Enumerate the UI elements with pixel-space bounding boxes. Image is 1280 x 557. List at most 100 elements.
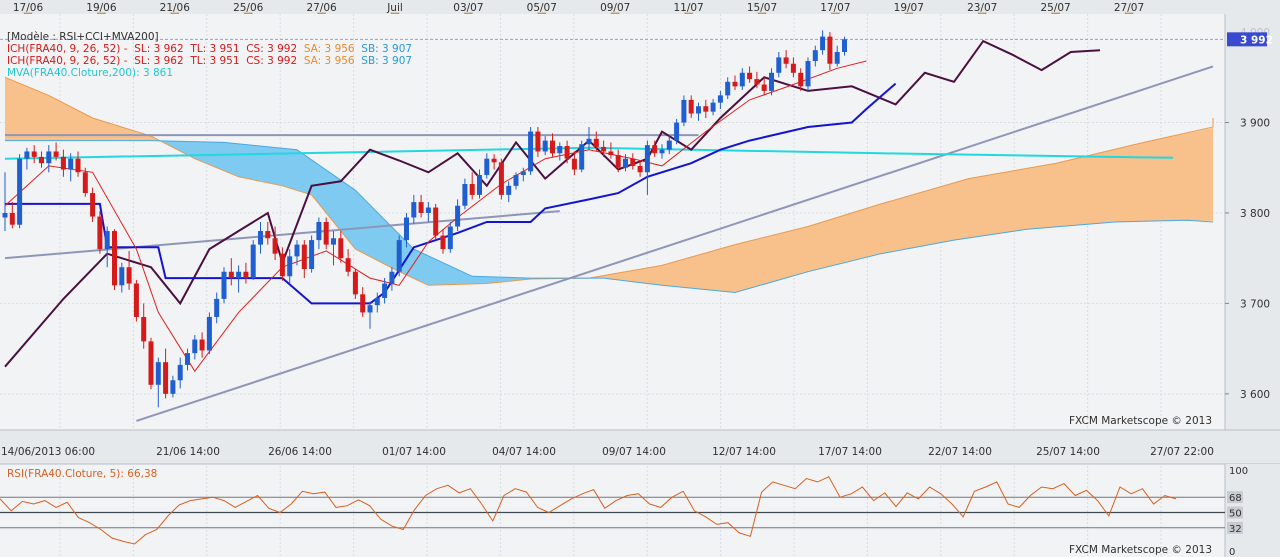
kijun-path bbox=[5, 82, 897, 305]
current-price-label: 3 992 bbox=[1240, 34, 1273, 46]
ich-legend-2: ICH(FRA40, 9, 26, 52) - SL: 3 962 TL: 3 … bbox=[7, 55, 412, 67]
rsi-tick-label: 32 bbox=[1229, 524, 1242, 535]
candle-body bbox=[250, 244, 256, 279]
candle-body bbox=[24, 151, 30, 159]
candle-body bbox=[557, 146, 563, 154]
candle-body bbox=[717, 95, 723, 103]
top-date-label: 11/07 bbox=[673, 2, 703, 14]
rsi-tick-label: 0 bbox=[1229, 547, 1235, 557]
candle-body bbox=[258, 231, 263, 245]
candle-body bbox=[360, 294, 366, 313]
candle-body bbox=[608, 151, 614, 156]
candle-body bbox=[309, 240, 315, 270]
candle-body bbox=[39, 156, 44, 164]
ich-legend-1-main: ICH(FRA40, 9, 26, 52) - SL: 3 962 TL: 3 … bbox=[7, 43, 304, 55]
candle-body bbox=[564, 146, 570, 159]
candle-body bbox=[477, 174, 482, 195]
candlesticks bbox=[2, 30, 847, 408]
candle-body bbox=[119, 267, 125, 286]
price-tick-label: 3 700 bbox=[1240, 298, 1270, 310]
candle-body bbox=[46, 151, 52, 164]
candle-body bbox=[68, 158, 74, 170]
watermark-price: FXCM Marketscope © 2013 bbox=[1069, 415, 1212, 427]
candle-body bbox=[155, 362, 161, 385]
candle-body bbox=[301, 244, 307, 270]
cloud-bullish bbox=[589, 118, 1213, 293]
candle-body bbox=[279, 253, 285, 277]
candle-body bbox=[637, 165, 643, 173]
bottom-date-label: 09/07 14:00 bbox=[602, 446, 666, 458]
candle-body bbox=[265, 231, 271, 239]
rsi-tick-label: 68 bbox=[1229, 493, 1242, 504]
candle-body bbox=[498, 162, 504, 195]
candle-body bbox=[571, 158, 577, 170]
candle-body bbox=[433, 207, 439, 236]
candle-body bbox=[623, 158, 628, 168]
candle-body bbox=[754, 79, 760, 85]
candle-body bbox=[331, 238, 336, 245]
candle-body bbox=[104, 231, 110, 250]
candle-body bbox=[228, 271, 234, 279]
senkou-span-b bbox=[5, 140, 1214, 294]
candle-body bbox=[732, 81, 738, 87]
rsi-tick-label: 50 bbox=[1229, 509, 1242, 520]
candle-body bbox=[827, 36, 833, 64]
candle-body bbox=[747, 72, 753, 80]
candle-body bbox=[593, 138, 599, 147]
candle-body bbox=[53, 151, 59, 157]
candle-body bbox=[126, 267, 132, 284]
candle-body bbox=[374, 297, 380, 306]
candle-body bbox=[294, 244, 300, 257]
top-date-label: 17/06 bbox=[13, 2, 44, 14]
trendline bbox=[136, 65, 1214, 422]
candle-body bbox=[31, 151, 37, 157]
top-date-label: 17/07 bbox=[820, 2, 850, 14]
candle-body bbox=[484, 158, 490, 175]
top-date-label: 25/06 bbox=[233, 2, 264, 14]
top-date-label: 21/06 bbox=[160, 2, 191, 14]
bottom-date-label: 12/07 14:00 bbox=[712, 446, 776, 458]
trendlines[interactable] bbox=[4, 65, 1214, 422]
top-date-label: 09/07 bbox=[600, 2, 630, 14]
candle-body bbox=[696, 106, 701, 114]
bottom-date-label: 26/06 14:00 bbox=[268, 446, 332, 458]
model-label: [Modèle : RSI+CCI+MVA200] bbox=[7, 31, 159, 43]
rsi-level-marker bbox=[1227, 491, 1243, 504]
rsi-tick-label: 100 bbox=[1229, 466, 1248, 477]
candle-body bbox=[418, 202, 424, 213]
bottom-time-ruler bbox=[0, 430, 1280, 464]
candle-body bbox=[790, 63, 796, 73]
bottom-date-label: 04/07 14:00 bbox=[492, 446, 556, 458]
watermark-rsi: FXCM Marketscope © 2013 bbox=[1069, 544, 1212, 556]
candle-body bbox=[214, 298, 220, 317]
candle-body bbox=[9, 212, 15, 225]
top-date-label: 27/06 bbox=[306, 2, 337, 14]
candle-body bbox=[2, 212, 8, 218]
candle-body bbox=[243, 271, 249, 279]
candle-body bbox=[447, 226, 453, 250]
current-price-marker bbox=[1227, 32, 1267, 47]
candle-body bbox=[798, 72, 804, 87]
candle-body bbox=[97, 216, 103, 250]
tenkan-sen bbox=[4, 60, 867, 373]
candle-body bbox=[776, 57, 782, 73]
bottom-date-label: 25/07 14:00 bbox=[1036, 446, 1100, 458]
rsi-pane[interactable] bbox=[0, 464, 1225, 557]
candle-body bbox=[287, 256, 293, 277]
price-axis[interactable] bbox=[1225, 14, 1280, 430]
candle-body bbox=[659, 149, 665, 154]
candle-body bbox=[396, 240, 402, 272]
candle-body bbox=[141, 316, 147, 342]
candle-body bbox=[769, 72, 774, 91]
candle-body bbox=[367, 305, 373, 313]
candle-body bbox=[783, 57, 789, 64]
kijun-sen bbox=[5, 82, 897, 305]
top-date-label: 15/07 bbox=[747, 2, 777, 14]
ichimoku-cloud bbox=[4, 76, 1214, 294]
candle-body bbox=[805, 61, 811, 87]
candle-body bbox=[148, 341, 154, 385]
candle-body bbox=[725, 81, 731, 96]
bottom-date-label: 17/07 14:00 bbox=[818, 446, 882, 458]
